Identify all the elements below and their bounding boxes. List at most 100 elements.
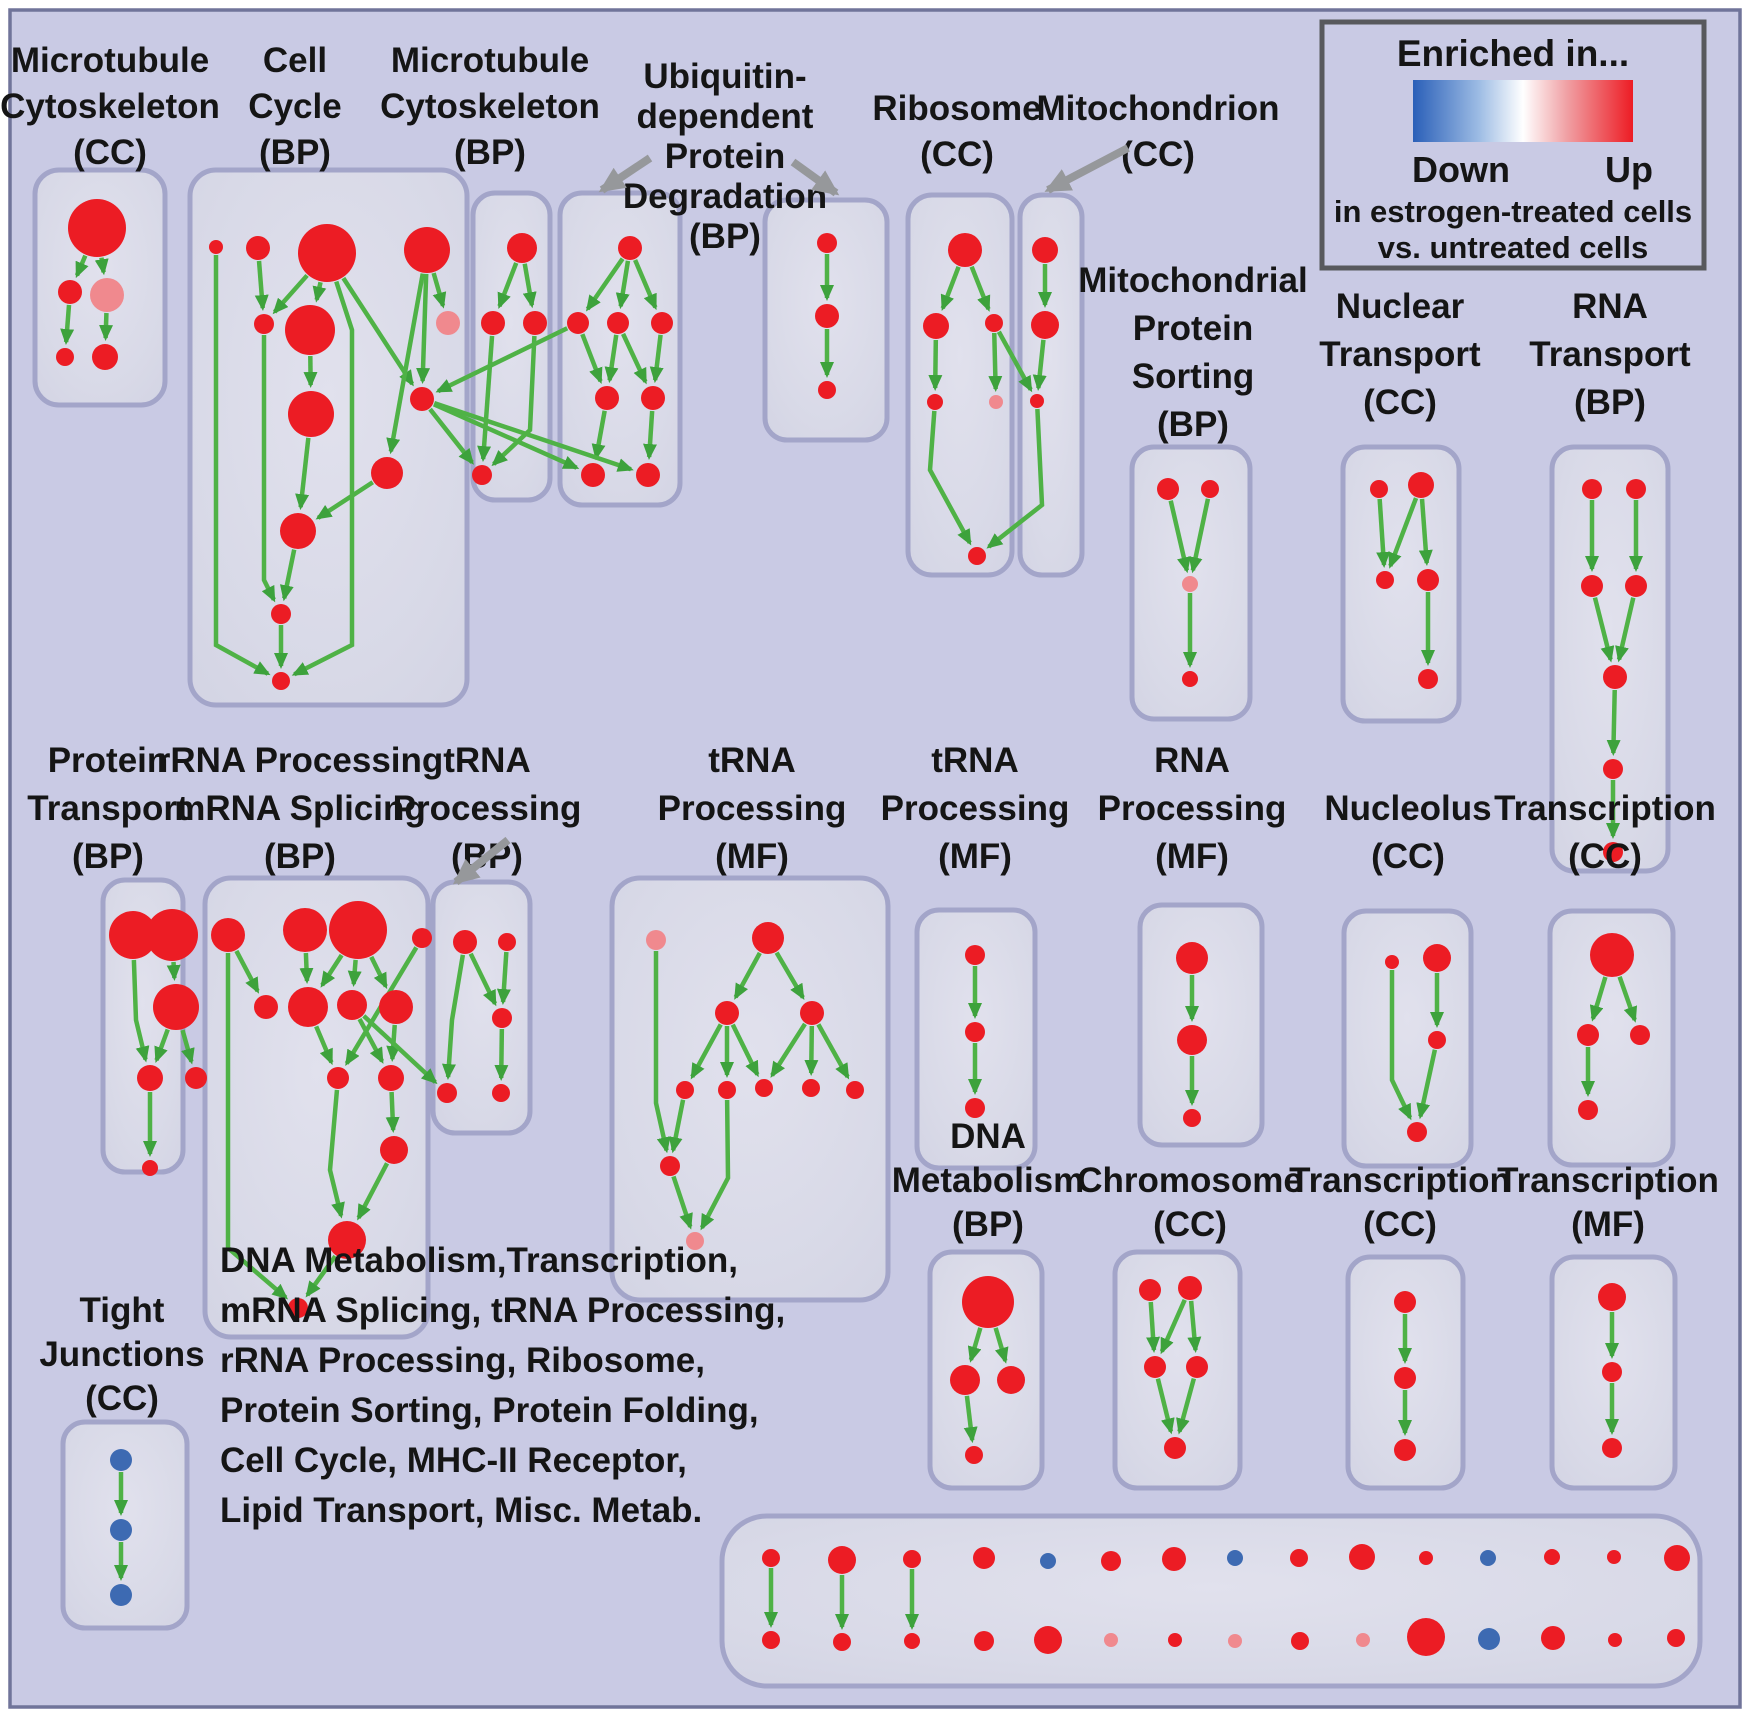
go-node-nucleolus-2[interactable] [1428, 1031, 1446, 1049]
go-node-trna-processing-mf-1-8[interactable] [846, 1081, 864, 1099]
go-node-rrna-processing-mrna-splicing-9[interactable] [378, 1065, 404, 1091]
go-node-protein-transport-1[interactable] [146, 909, 198, 961]
go-node-tight-junctions-0[interactable] [110, 1449, 132, 1471]
go-node-misc-categories-0[interactable] [762, 1549, 780, 1567]
go-node-ribosome-1[interactable] [923, 313, 949, 339]
go-node-chromosome-4[interactable] [1164, 1437, 1186, 1459]
go-node-misc-categories-9[interactable] [1349, 1544, 1375, 1570]
go-node-nuclear-transport-3[interactable] [1417, 569, 1439, 591]
go-node-nuclear-transport-1[interactable] [1408, 472, 1434, 498]
go-node-misc-categories-1[interactable] [828, 1546, 856, 1574]
go-node-misc-categories-22[interactable] [1228, 1634, 1242, 1648]
go-node-transcription-mf-0[interactable] [1598, 1283, 1626, 1311]
go-node-rna-transport-0[interactable] [1582, 479, 1602, 499]
go-node-cell-cycle-8[interactable] [288, 391, 334, 437]
go-node-rrna-processing-mrna-splicing-1[interactable] [283, 908, 327, 952]
go-node-protein-transport-2[interactable] [153, 984, 199, 1030]
go-node-microtubule-bp-1[interactable] [481, 311, 505, 335]
go-node-cell-cycle-10[interactable] [280, 513, 316, 549]
go-node-rrna-processing-mrna-splicing-2[interactable] [329, 901, 387, 959]
go-node-ubiquitin-degradation-1-1[interactable] [567, 312, 589, 334]
go-node-trna-processing-mf-2-2[interactable] [965, 1098, 985, 1118]
go-node-rna-transport-2[interactable] [1581, 575, 1603, 597]
go-node-misc-categories-3[interactable] [973, 1547, 995, 1569]
go-node-rrna-processing-mrna-splicing-5[interactable] [288, 987, 328, 1027]
go-node-rrna-processing-mrna-splicing-11[interactable] [328, 1221, 366, 1259]
go-node-misc-categories-10[interactable] [1419, 1551, 1433, 1565]
go-node-nuclear-transport-4[interactable] [1418, 669, 1438, 689]
go-node-microtubule-bp-0[interactable] [507, 233, 537, 263]
go-node-rrna-processing-mrna-splicing-0[interactable] [211, 918, 245, 952]
go-node-misc-categories-14[interactable] [1664, 1545, 1690, 1571]
go-node-trna-processing-mf-1-7[interactable] [802, 1079, 820, 1097]
go-node-transcription-cc-row2-1[interactable] [1577, 1024, 1599, 1046]
go-node-misc-categories-24[interactable] [1356, 1633, 1370, 1647]
go-node-cell-cycle-4[interactable] [254, 314, 274, 334]
go-node-cell-cycle-9[interactable] [371, 457, 403, 489]
go-node-rrna-processing-mrna-splicing-7[interactable] [379, 990, 413, 1024]
go-node-transcription-cc-row3-1[interactable] [1394, 1367, 1416, 1389]
go-node-nucleolus-3[interactable] [1407, 1122, 1427, 1142]
go-node-trna-processing-mf-1-3[interactable] [800, 1001, 824, 1025]
go-node-nuclear-transport-0[interactable] [1370, 480, 1388, 498]
go-node-dna-metabolism-0[interactable] [962, 1276, 1014, 1328]
go-node-misc-categories-27[interactable] [1541, 1626, 1565, 1650]
go-node-chromosome-1[interactable] [1178, 1276, 1202, 1300]
go-node-rrna-processing-mrna-splicing-3[interactable] [412, 928, 432, 948]
go-node-mitochondrion-0[interactable] [1032, 237, 1058, 263]
go-node-misc-categories-25[interactable] [1407, 1618, 1445, 1656]
go-node-misc-categories-8[interactable] [1290, 1549, 1308, 1567]
go-node-cell-cycle-11[interactable] [271, 604, 291, 624]
go-node-misc-categories-29[interactable] [1667, 1629, 1685, 1647]
go-node-transcription-mf-1[interactable] [1602, 1362, 1622, 1382]
go-node-cell-cycle-6[interactable] [436, 311, 460, 335]
go-node-mitochondrial-protein-sorting-3[interactable] [1182, 671, 1198, 687]
go-node-ubiquitin-degradation-1-7[interactable] [636, 463, 660, 487]
go-node-ribosome-3[interactable] [927, 394, 943, 410]
go-node-trna-processing-bp-2[interactable] [492, 1008, 512, 1028]
go-node-rrna-processing-mrna-splicing-12[interactable] [288, 1298, 308, 1318]
go-node-misc-categories-2[interactable] [903, 1550, 921, 1568]
go-node-chromosome-2[interactable] [1144, 1356, 1166, 1378]
go-node-trna-processing-mf-1-1[interactable] [752, 922, 784, 954]
go-node-misc-categories-21[interactable] [1168, 1633, 1182, 1647]
go-node-trna-processing-bp-1[interactable] [498, 933, 516, 951]
go-node-dna-metabolism-1[interactable] [950, 1365, 980, 1395]
go-node-ribosome-5[interactable] [968, 547, 986, 565]
go-node-misc-categories-13[interactable] [1607, 1550, 1621, 1564]
go-node-rna-transport-6[interactable] [1603, 842, 1623, 862]
go-node-tight-junctions-2[interactable] [110, 1584, 132, 1606]
go-node-ubiquitin-degradation-1-5[interactable] [641, 386, 665, 410]
go-node-transcription-mf-2[interactable] [1602, 1438, 1622, 1458]
go-node-transcription-cc-row3-0[interactable] [1394, 1291, 1416, 1313]
go-node-ribosome-0[interactable] [948, 233, 982, 267]
go-node-transcription-cc-row2-2[interactable] [1630, 1025, 1650, 1045]
go-node-rna-transport-1[interactable] [1626, 479, 1646, 499]
go-node-ubiquitin-degradation-1-0[interactable] [618, 236, 642, 260]
go-node-ubiquitin-degradation-1-2[interactable] [607, 312, 629, 334]
go-node-misc-categories-16[interactable] [833, 1633, 851, 1651]
go-node-misc-categories-15[interactable] [762, 1631, 780, 1649]
go-node-trna-processing-mf-2-0[interactable] [965, 945, 985, 965]
go-node-microtubule-bp-3[interactable] [472, 465, 492, 485]
go-node-rrna-processing-mrna-splicing-4[interactable] [254, 995, 278, 1019]
go-node-trna-processing-bp-0[interactable] [453, 930, 477, 954]
go-node-ubiquitin-degradation-2-0[interactable] [817, 233, 837, 253]
go-node-trna-processing-mf-1-2[interactable] [715, 1001, 739, 1025]
go-node-microtubule-cc-4[interactable] [92, 344, 118, 370]
go-node-misc-categories-28[interactable] [1608, 1633, 1622, 1647]
go-node-trna-processing-mf-1-0[interactable] [646, 930, 666, 950]
go-node-cell-cycle-0[interactable] [209, 240, 223, 254]
go-node-mitochondrion-2[interactable] [1030, 394, 1044, 408]
go-node-transcription-cc-row2-0[interactable] [1590, 933, 1634, 977]
go-node-ubiquitin-degradation-2-2[interactable] [818, 381, 836, 399]
go-node-rna-transport-5[interactable] [1603, 759, 1623, 779]
go-node-trna-processing-bp-4[interactable] [492, 1084, 510, 1102]
go-node-cell-cycle-5[interactable] [285, 305, 335, 355]
go-node-cell-cycle-1[interactable] [246, 236, 270, 260]
go-node-microtubule-cc-3[interactable] [56, 348, 74, 366]
go-node-nucleolus-1[interactable] [1423, 944, 1451, 972]
go-node-transcription-cc-row2-3[interactable] [1578, 1100, 1598, 1120]
go-node-cell-cycle-2[interactable] [298, 224, 356, 282]
go-node-microtubule-cc-1[interactable] [58, 280, 82, 304]
